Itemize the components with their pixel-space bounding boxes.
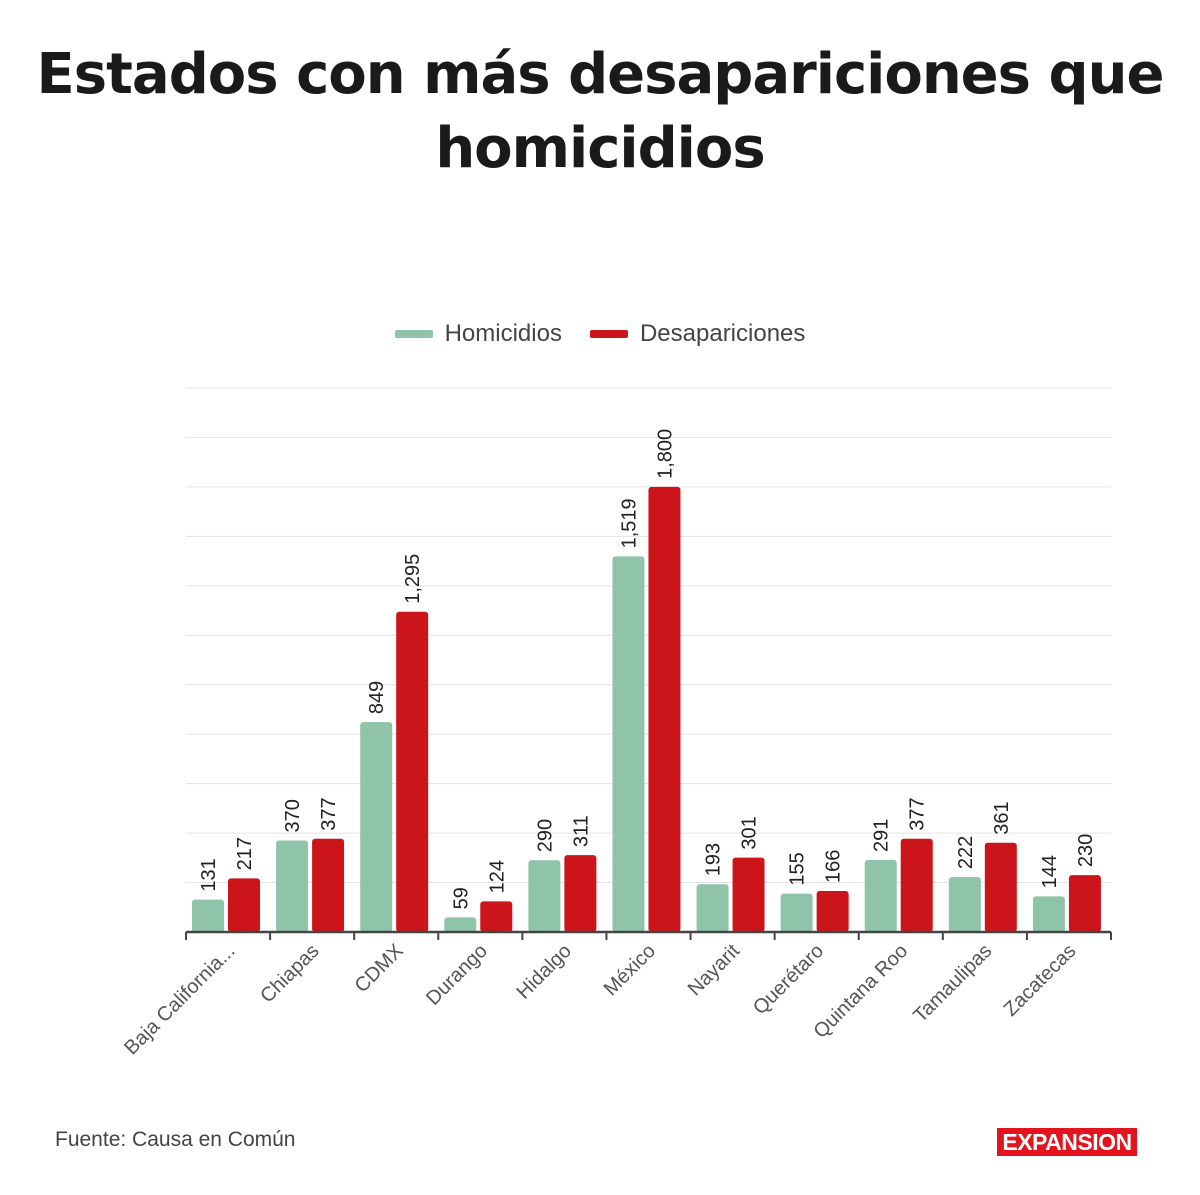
bar-desapariciones xyxy=(396,611,429,932)
legend-label: Desapariciones xyxy=(639,320,806,347)
bar-homicidios xyxy=(864,860,897,932)
bar-homicidios xyxy=(360,722,393,932)
data-label: 155 xyxy=(787,852,809,885)
data-label: 193 xyxy=(703,843,725,876)
expansion-logo: EXPANSION xyxy=(997,1128,1137,1156)
data-label: 377 xyxy=(907,797,929,830)
data-label: 301 xyxy=(739,816,761,849)
data-label: 377 xyxy=(318,797,340,830)
data-label: 311 xyxy=(570,815,592,847)
data-label: 361 xyxy=(991,801,1013,834)
data-label: 230 xyxy=(1075,834,1097,867)
data-label: 217 xyxy=(234,837,256,870)
bar-desapariciones xyxy=(732,857,765,932)
legend-item-desapariciones: Desapariciones xyxy=(589,320,806,348)
data-label: 1,295 xyxy=(402,554,424,604)
bar-homicidios xyxy=(1032,896,1065,932)
x-tick-label: Zacatecas xyxy=(1000,940,1081,1021)
bar-desapariciones xyxy=(816,890,849,932)
data-label: 59 xyxy=(450,887,472,909)
bar-desapariciones xyxy=(564,855,597,932)
legend: Homicidios Desapariciones xyxy=(0,320,1200,348)
bar-homicidios xyxy=(192,899,224,932)
chart-title: Estados con más desapariciones que homic… xyxy=(36,42,1165,181)
bar-homicidios xyxy=(276,840,309,932)
x-tick-label: México xyxy=(600,940,660,1000)
data-label: 1,519 xyxy=(618,498,640,548)
bar-desapariciones xyxy=(984,842,1017,932)
legend-swatch-homicidios xyxy=(394,330,433,338)
x-tick-label: CDMX xyxy=(351,940,408,997)
data-label: 291 xyxy=(871,819,893,852)
bar-desapariciones xyxy=(228,878,260,932)
data-label: 144 xyxy=(1039,855,1061,888)
data-label: 222 xyxy=(955,836,977,869)
bar-desapariciones xyxy=(1068,875,1101,932)
x-tick-label: Nayarit xyxy=(684,940,745,1001)
bar-desapariciones xyxy=(480,901,513,932)
bar-desapariciones xyxy=(312,838,345,932)
x-tick-label: Querétaro xyxy=(749,940,828,1019)
x-tick-label: Hidalgo xyxy=(512,940,576,1004)
bar-homicidios xyxy=(948,877,981,932)
bar-desapariciones xyxy=(900,838,933,932)
legend-item-homicidios: Homicidios xyxy=(394,320,562,348)
legend-swatch-desapariciones xyxy=(589,330,628,338)
bar-homicidios xyxy=(528,860,561,932)
bar-desapariciones xyxy=(648,486,681,932)
legend-label: Homicidios xyxy=(444,320,562,347)
data-label: 370 xyxy=(282,799,304,832)
data-label: 1,800 xyxy=(654,429,676,479)
data-label: 290 xyxy=(534,819,556,852)
data-label: 849 xyxy=(366,681,388,714)
data-label: 124 xyxy=(486,860,508,893)
data-label: 131 xyxy=(198,858,220,891)
x-tick-label: Baja California... xyxy=(120,940,239,1059)
bar-homicidios xyxy=(696,884,729,932)
source-note: Fuente: Causa en Común xyxy=(55,1128,296,1151)
x-tick-label: Tamaulipas xyxy=(909,940,996,1027)
bar-homicidios xyxy=(780,893,813,932)
x-tick-label: Chiapas xyxy=(256,940,323,1007)
bar-homicidios xyxy=(444,917,477,932)
bar-homicidios xyxy=(612,556,645,932)
data-label: 166 xyxy=(823,850,845,883)
x-tick-label: Durango xyxy=(422,940,492,1010)
